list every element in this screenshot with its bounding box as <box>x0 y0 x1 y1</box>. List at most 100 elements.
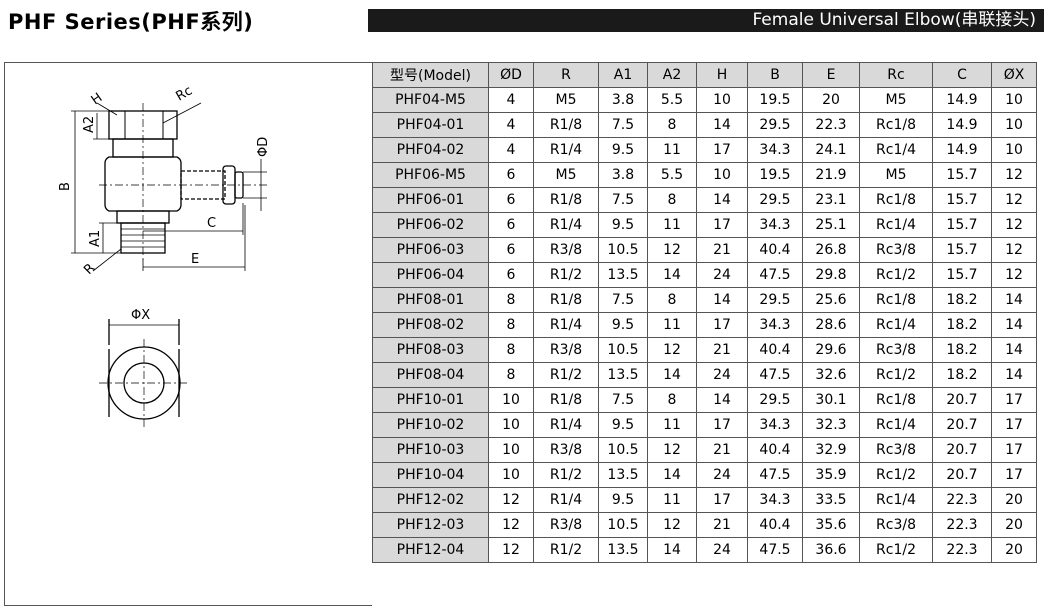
model-cell: PHF04-01 <box>372 112 489 138</box>
table-cell: 8 <box>488 312 534 338</box>
spec-table: 型号(Model) ØD R A1 A2 H B E Rc C ØX PHF04-M5 4 M5 3.8 5… <box>372 62 1037 563</box>
table-cell: Rc1/8 <box>859 187 933 213</box>
table-cell: 15.7 <box>932 262 992 288</box>
table-row: PHF08-01 8 R1/8 7.5 8 14 29.5 25.6 Rc1/8 18.2 14 <box>372 287 1037 313</box>
table-cell: 3.8 <box>598 162 648 188</box>
table-cell: 11 <box>647 312 697 338</box>
model-cell: PHF06-01 <box>372 187 489 213</box>
table-row: PHF04-M5 4 M5 3.8 5.5 10 19.5 20 M5 14.9 10 <box>372 87 1037 113</box>
table-cell: 11 <box>647 412 697 438</box>
table-cell: R3/8 <box>533 437 599 463</box>
table-cell: 10.5 <box>598 437 648 463</box>
table-cell: R1/4 <box>533 412 599 438</box>
table-cell: 15.7 <box>932 162 992 188</box>
table-cell: R1/4 <box>533 487 599 513</box>
model-cell: PHF06-M5 <box>372 162 489 188</box>
table-cell: 24 <box>696 462 748 488</box>
table-cell: 40.4 <box>747 512 803 538</box>
table-cell: 13.5 <box>598 537 648 563</box>
table-cell: Rc1/8 <box>859 387 933 413</box>
table-cell: 8 <box>647 287 697 313</box>
table-cell: 19.5 <box>747 162 803 188</box>
table-cell: 11 <box>647 137 697 163</box>
table-cell: 12 <box>991 162 1037 188</box>
model-cell: PHF10-01 <box>372 387 489 413</box>
table-cell: 6 <box>488 212 534 238</box>
table-cell: 14 <box>991 312 1037 338</box>
model-cell: PHF06-04 <box>372 262 489 288</box>
table-cell: 14 <box>696 187 748 213</box>
table-cell: 12 <box>647 337 697 363</box>
table-cell: 40.4 <box>747 337 803 363</box>
table-cell: 9.5 <box>598 137 648 163</box>
table-cell: 22.3 <box>932 537 992 563</box>
table-cell: 14.9 <box>932 137 992 163</box>
table-cell: 11 <box>647 212 697 238</box>
table-cell: 18.2 <box>932 337 992 363</box>
table-cell: 14 <box>647 462 697 488</box>
column-header: C <box>932 62 992 88</box>
table-cell: 14 <box>696 387 748 413</box>
table-cell: 18.2 <box>932 287 992 313</box>
table-cell: 6 <box>488 237 534 263</box>
table-cell: 7.5 <box>598 387 648 413</box>
label-c: C <box>207 216 216 231</box>
model-cell: PHF10-03 <box>372 437 489 463</box>
model-cell: PHF08-02 <box>372 312 489 338</box>
table-cell: Rc1/4 <box>859 212 933 238</box>
column-header: A1 <box>598 62 648 88</box>
table-cell: Rc3/8 <box>859 512 933 538</box>
model-cell: PHF08-01 <box>372 287 489 313</box>
table-cell: R1/8 <box>533 112 599 138</box>
table-cell: 11 <box>647 487 697 513</box>
table-cell: 21 <box>696 337 748 363</box>
table-cell: 29.5 <box>747 112 803 138</box>
model-cell: PHF06-02 <box>372 212 489 238</box>
table-cell: 12 <box>991 262 1037 288</box>
table-cell: 13.5 <box>598 362 648 388</box>
table-row: PHF12-02 12 R1/4 9.5 11 17 34.3 33.5 Rc1/4 22.3 20 <box>372 487 1037 513</box>
table-cell: 20 <box>991 512 1037 538</box>
column-header: A2 <box>647 62 697 88</box>
table-cell: 4 <box>488 137 534 163</box>
table-cell: Rc3/8 <box>859 237 933 263</box>
table-cell: 20 <box>802 87 860 113</box>
table-row: PHF12-04 12 R1/2 13.5 14 24 47.5 36.6 Rc1/2 22.3 2… <box>372 537 1037 563</box>
table-cell: 14 <box>991 362 1037 388</box>
table-cell: 15.7 <box>932 187 992 213</box>
table-cell: 24 <box>696 362 748 388</box>
table-cell: 20 <box>991 537 1037 563</box>
table-cell: 10 <box>488 462 534 488</box>
table-cell: 35.9 <box>802 462 860 488</box>
table-cell: 8 <box>488 287 534 313</box>
table-cell: 6 <box>488 162 534 188</box>
table-cell: 28.6 <box>802 312 860 338</box>
rc-port-bore <box>124 110 164 140</box>
table-cell: M5 <box>859 162 933 188</box>
table-cell: Rc1/4 <box>859 412 933 438</box>
table-cell: 5.5 <box>647 87 697 113</box>
table-cell: 8 <box>488 362 534 388</box>
model-cell: PHF12-02 <box>372 487 489 513</box>
table-cell: 29.5 <box>747 387 803 413</box>
table-cell: 21.9 <box>802 162 860 188</box>
table-cell: 30.1 <box>802 387 860 413</box>
table-cell: 29.5 <box>747 187 803 213</box>
table-cell: 25.1 <box>802 212 860 238</box>
column-header: B <box>747 62 803 88</box>
table-cell: 10 <box>696 87 748 113</box>
table-cell: 22.3 <box>932 512 992 538</box>
technical-drawing-panel: H Rc A2 ΦD B C A1 R E ΦX <box>4 62 372 606</box>
model-cell: PHF06-03 <box>372 237 489 263</box>
table-cell: 19.5 <box>747 87 803 113</box>
table-cell: 7.5 <box>598 287 648 313</box>
column-header: 型号(Model) <box>372 62 489 88</box>
table-cell: 10 <box>991 87 1037 113</box>
column-header: E <box>802 62 860 88</box>
table-cell: 8 <box>647 187 697 213</box>
table-cell: R1/4 <box>533 212 599 238</box>
table-cell: 34.3 <box>747 487 803 513</box>
model-cell: PHF12-03 <box>372 512 489 538</box>
table-cell: 10.5 <box>598 512 648 538</box>
column-header: H <box>696 62 748 88</box>
